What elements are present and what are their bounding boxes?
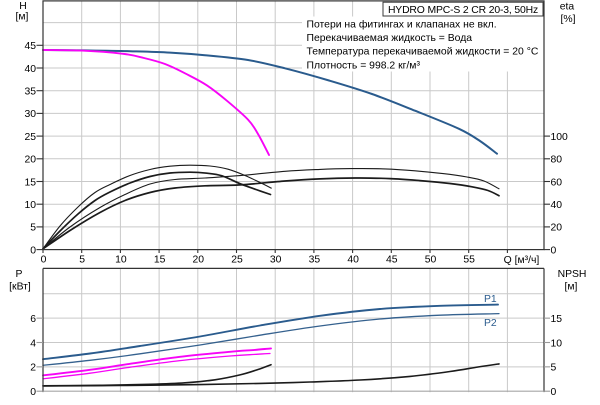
svg-text:30: 30 [270, 255, 282, 266]
svg-text:45: 45 [24, 41, 36, 52]
svg-text:10: 10 [24, 200, 36, 211]
svg-text:0: 0 [30, 245, 36, 256]
svg-text:HYDRO MPC-S 2 CR 20-3, 50Hz: HYDRO MPC-S 2 CR 20-3, 50Hz [388, 5, 538, 16]
svg-text:25: 25 [231, 255, 243, 266]
svg-text:15: 15 [551, 314, 563, 325]
svg-text:[м]: [м] [16, 12, 29, 23]
svg-text:35: 35 [24, 87, 36, 98]
svg-text:30: 30 [24, 109, 36, 120]
svg-text:Температура перекачиваемой жид: Температура перекачиваемой жидкости = 20… [307, 47, 539, 58]
svg-text:10: 10 [115, 255, 127, 266]
svg-text:15: 15 [24, 177, 36, 188]
svg-text:20: 20 [551, 223, 563, 234]
svg-text:80: 80 [551, 155, 563, 166]
svg-text:40: 40 [24, 64, 36, 75]
svg-text:15: 15 [154, 255, 166, 266]
svg-text:0: 0 [30, 387, 36, 398]
svg-text:0: 0 [551, 245, 557, 256]
svg-text:20: 20 [24, 155, 36, 166]
svg-text:Q [м³/ч]: Q [м³/ч] [504, 255, 540, 266]
svg-text:60: 60 [551, 177, 563, 188]
svg-text:20: 20 [193, 255, 205, 266]
svg-text:eta: eta [560, 2, 575, 13]
svg-text:40: 40 [347, 255, 359, 266]
svg-text:0: 0 [41, 255, 47, 266]
svg-text:40: 40 [551, 200, 563, 211]
svg-text:0: 0 [551, 387, 557, 398]
svg-text:5: 5 [551, 363, 557, 374]
svg-text:45: 45 [386, 255, 398, 266]
svg-text:[м]: [м] [565, 282, 578, 293]
svg-text:35: 35 [309, 255, 321, 266]
svg-text:10: 10 [551, 338, 563, 349]
svg-text:NPSH: NPSH [558, 269, 587, 280]
svg-text:Потери на фитингах и клапанах: Потери на фитингах и клапанах не вкл. [307, 18, 497, 30]
svg-text:[кВт]: [кВт] [9, 282, 31, 293]
svg-text:55: 55 [463, 255, 475, 266]
svg-text:6: 6 [30, 314, 36, 325]
svg-text:P: P [16, 269, 23, 280]
svg-text:2: 2 [30, 363, 36, 374]
svg-text:5: 5 [30, 223, 36, 234]
svg-text:Перекачиваемая жидкость = Вода: Перекачиваемая жидкость = Вода [307, 33, 473, 44]
svg-text:5: 5 [79, 255, 85, 266]
svg-text:H: H [19, 1, 27, 12]
svg-text:25: 25 [24, 132, 36, 143]
svg-text:[%]: [%] [560, 14, 575, 25]
svg-text:100: 100 [551, 132, 569, 143]
svg-text:50: 50 [425, 255, 437, 266]
svg-text:4: 4 [30, 338, 36, 349]
svg-text:P2: P2 [484, 318, 497, 329]
svg-text:Плотность = 998.2 кг/м³: Плотность = 998.2 кг/м³ [307, 60, 421, 71]
svg-text:P1: P1 [484, 294, 497, 305]
